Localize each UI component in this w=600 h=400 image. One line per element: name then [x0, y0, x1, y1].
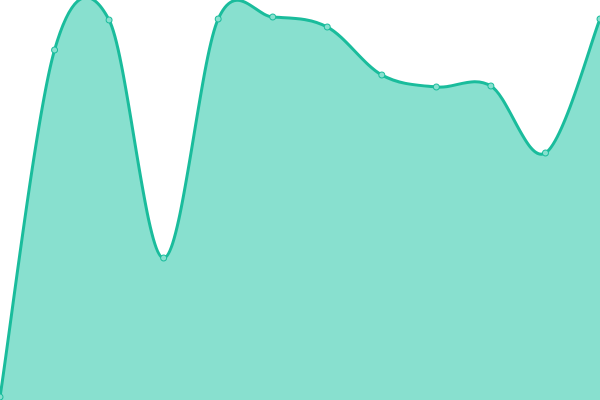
data-point-10 [541, 149, 549, 157]
data-point-9 [487, 82, 495, 90]
data-point-5 [269, 13, 277, 21]
data-point-6 [323, 23, 331, 31]
data-point-0 [0, 393, 4, 400]
data-point-4 [214, 15, 222, 23]
data-point-7 [378, 71, 386, 79]
data-point-3 [160, 254, 168, 262]
data-points [0, 13, 600, 400]
data-point-8 [432, 83, 440, 91]
data-point-11 [596, 15, 600, 23]
data-point-2 [105, 16, 113, 24]
data-point-1 [51, 46, 59, 54]
